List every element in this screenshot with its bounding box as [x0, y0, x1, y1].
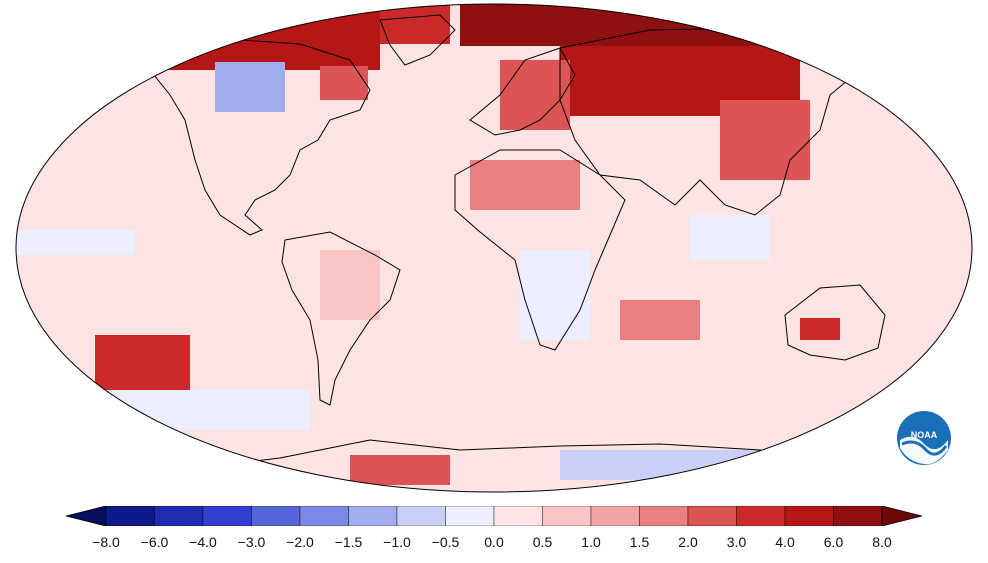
colorbar-tick-11: 1.5: [629, 534, 650, 550]
anomaly-region-canada-east: [320, 66, 368, 100]
colorbar-tick-10: 1.0: [581, 534, 601, 550]
anomaly-region-south-america: [320, 250, 380, 320]
south-america-outline: [281, 231, 401, 406]
colorbar-cell-14: [784, 506, 834, 526]
anomaly-region-antarctica-peninsula: [350, 455, 450, 485]
colorbar: [66, 506, 922, 526]
colorbar-cell-13: [736, 506, 786, 526]
colorbar-tick-2: −4.0: [189, 534, 217, 550]
colorbar-tick-3: −3.0: [237, 534, 266, 550]
colorbar-cell-9: [542, 506, 592, 526]
anomaly-region-equatorial-pacific: [16, 230, 135, 255]
colorbar-cell-1: [154, 506, 204, 526]
colorbar-cells: [66, 506, 922, 526]
map-layer: [16, 4, 972, 492]
africa-outline: [454, 149, 626, 351]
map-svg: [15, 3, 973, 493]
colorbar-tick-7: −0.5: [431, 534, 460, 550]
colorbar-tick-0: −8.0: [92, 534, 120, 550]
north-america-outline: [149, 39, 371, 236]
australia-outline: [784, 284, 886, 361]
colorbar-tick-1: −6.0: [140, 534, 169, 550]
colorbar-cell-4: [299, 506, 349, 526]
colorbar-cell-10: [590, 506, 640, 526]
colorbar-cell-11: [639, 506, 689, 526]
colorbar-tick-13: 3.0: [726, 534, 747, 550]
map-frame: [15, 3, 973, 493]
greenland-outline: [379, 14, 456, 66]
colorbar-tick-16: 8.0: [872, 534, 892, 550]
colorbar-tick-9: 0.5: [532, 534, 553, 550]
ocean-background: [16, 4, 972, 492]
anomaly-region-arctic-eurasia: [460, 4, 790, 46]
colorbar-tick-15: 6.0: [823, 534, 844, 550]
colorbar-cell-12: [687, 506, 737, 526]
noaa-emblem-icon: [897, 411, 951, 465]
anomaly-blocks: [16, 4, 840, 485]
anomaly-region-south-pacific-warm-spot: [95, 335, 190, 390]
colorbar-tick-4: −2.0: [286, 534, 314, 550]
anomaly-region-australia-interior: [800, 318, 840, 340]
colorbar-under-arrow: [66, 506, 107, 526]
colorbar-cell-15: [833, 506, 883, 526]
colorbar-tick-6: −1.0: [383, 534, 411, 550]
colorbar-cell-8: [493, 506, 543, 526]
anomaly-region-hudson-bay: [215, 62, 285, 112]
anomaly-region-equatorial-pacific-1: [690, 215, 770, 260]
colorbar-over-arrow: [881, 506, 922, 526]
anomaly-region-north-africa: [470, 160, 580, 210]
noaa-logo-text: NOAA: [910, 430, 938, 440]
anomaly-region-southern-ocean-cool: [560, 450, 760, 480]
colorbar-cell-7: [445, 506, 495, 526]
colorbar-tick-14: 4.0: [775, 534, 795, 550]
antarctica-outline: [179, 439, 812, 492]
anomaly-region-africa-south: [520, 250, 590, 340]
europe-outline: [469, 47, 576, 136]
colorbar-tick-labels: −8.0 −6.0 −4.0 −3.0 −2.0 −1.5 −1.0 −0.5 0.0 0.5 1.…: [0, 534, 988, 556]
colorbar-tick-8: 0.0: [484, 534, 504, 550]
anomaly-region-arctic-north-america: [150, 4, 380, 70]
anomaly-region-south-pacific-cool-band: [60, 390, 310, 430]
anomaly-region-indian-ocean-south: [620, 300, 700, 340]
colorbar-cell-3: [251, 506, 301, 526]
colorbar-tick-5: −1.5: [334, 534, 363, 550]
anomaly-map: NOAA: [15, 3, 973, 493]
colorbar-tick-12: 2.0: [678, 534, 698, 550]
anomaly-region-europe: [500, 60, 570, 130]
anomaly-region-east-asia: [720, 100, 810, 180]
colorbar-cell-2: [202, 506, 252, 526]
colorbar-cell-6: [396, 506, 446, 526]
anomaly-region-greenland: [380, 4, 450, 44]
colorbar-cell-5: [348, 506, 398, 526]
continent-outlines: [149, 14, 886, 492]
noaa-logo: NOAA: [896, 410, 952, 466]
colorbar-cell-0: [105, 506, 155, 526]
